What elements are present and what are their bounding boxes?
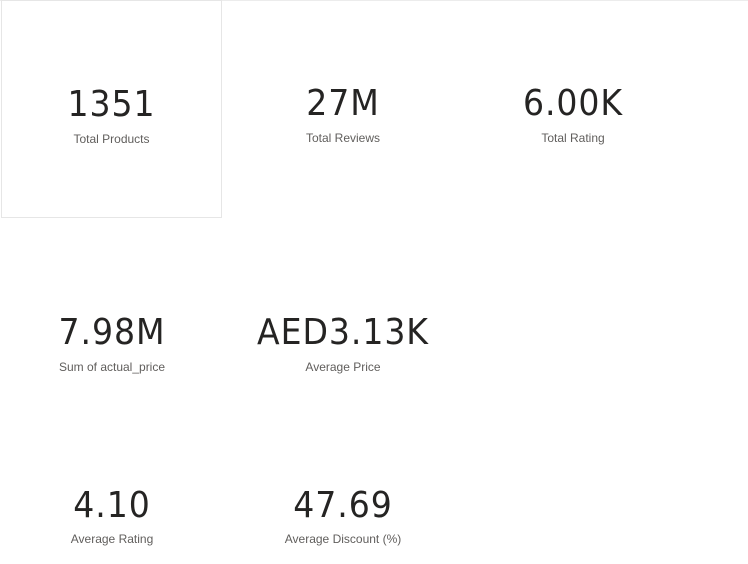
kpi-card-total-reviews[interactable]: 27M Total Reviews: [232, 0, 454, 218]
canvas-top-divider: [0, 0, 748, 1]
kpi-card-sum-actual-price[interactable]: 7.98M Sum of actual_price: [0, 228, 224, 428]
kpi-label: Sum of actual_price: [58, 360, 166, 374]
kpi-value: 7.98M: [58, 312, 166, 353]
kpi-value: 4.10: [73, 485, 151, 526]
kpi-value: 1351: [67, 84, 156, 125]
kpi-label: Total Products: [73, 132, 150, 146]
kpi-label: Average Discount (%): [284, 532, 402, 546]
kpi-card-average-price[interactable]: AED3.13K Average Price: [232, 228, 454, 428]
kpi-value: 47.69: [293, 485, 393, 526]
kpi-card-total-products[interactable]: 1351 Total Products: [1, 0, 222, 218]
kpi-card-average-discount[interactable]: 47.69 Average Discount (%): [232, 440, 454, 564]
kpi-card-average-rating[interactable]: 4.10 Average Rating: [0, 440, 224, 564]
kpi-label: Average Price: [305, 360, 381, 374]
kpi-card-total-rating[interactable]: 6.00K Total Rating: [462, 0, 684, 218]
kpi-label: Total Rating: [541, 131, 605, 145]
kpi-label: Average Rating: [70, 532, 154, 546]
kpi-value: 27M: [306, 83, 380, 124]
kpi-label: Total Reviews: [305, 131, 381, 145]
kpi-value: AED3.13K: [257, 312, 429, 353]
kpi-value: 6.00K: [522, 83, 624, 124]
